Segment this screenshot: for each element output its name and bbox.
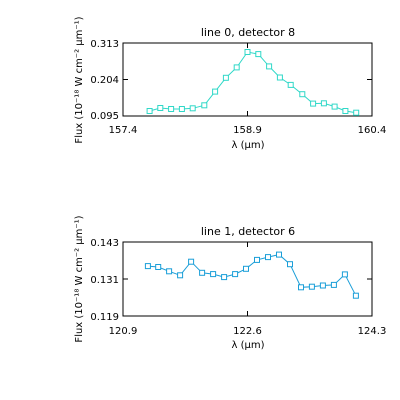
y-tick-label-1-0: 0.119 xyxy=(90,312,119,323)
y-axis-label-1: Flux (10⁻¹⁸ W cm⁻² μm⁻¹) xyxy=(74,215,85,342)
data-point-0-0 xyxy=(146,108,153,114)
series-group-0 xyxy=(146,49,360,116)
data-point-1-11 xyxy=(265,254,271,261)
data-point-0-8 xyxy=(233,64,240,71)
data-point-0-4 xyxy=(189,105,196,112)
data-point-1-10 xyxy=(254,256,260,263)
data-point-1-6 xyxy=(210,271,217,278)
data-point-0-13 xyxy=(287,81,294,88)
x-tick-label-1-0: 120.9 xyxy=(109,326,138,337)
x-tick-label-0-1: 158.9 xyxy=(233,125,262,136)
data-point-1-9 xyxy=(243,265,249,272)
data-point-0-5 xyxy=(201,102,208,109)
data-point-0-7 xyxy=(222,74,229,81)
data-point-0-16 xyxy=(320,100,327,107)
chart-title-0: line 0, detector 8 xyxy=(201,26,295,39)
chart-panel-0: line 0, detector 8 157.4 158.9 160.4 0.0… xyxy=(74,16,386,151)
data-point-0-11 xyxy=(266,63,273,70)
y-tick-label-0-0: 0.095 xyxy=(90,111,119,122)
x-tick-label-1-1: 122.6 xyxy=(233,326,262,337)
data-point-0-2 xyxy=(168,106,175,112)
data-point-1-19 xyxy=(352,292,359,299)
x-tick-label-0-0: 157.4 xyxy=(109,125,138,136)
series-group-1 xyxy=(144,251,359,299)
data-point-0-6 xyxy=(212,88,219,95)
data-point-1-8 xyxy=(232,271,239,278)
x-axis-label-1: λ (μm) xyxy=(231,340,264,351)
data-point-0-3 xyxy=(178,106,185,112)
x-axis-label-0: λ (μm) xyxy=(231,140,264,151)
data-point-0-9 xyxy=(244,49,251,55)
data-point-1-2 xyxy=(166,268,173,275)
chart-panel-1: line 1, detector 6 120.9 122.6 124.3 0.1… xyxy=(74,215,386,351)
data-point-0-19 xyxy=(353,109,360,116)
data-point-1-14 xyxy=(298,284,304,291)
x-tick-label-0-2: 160.4 xyxy=(358,125,387,136)
y-tick-label-1-2: 0.143 xyxy=(90,238,119,249)
data-point-0-15 xyxy=(310,100,317,107)
data-point-1-3 xyxy=(177,272,184,279)
data-point-1-7 xyxy=(221,274,228,281)
data-point-1-4 xyxy=(188,258,195,265)
data-point-0-1 xyxy=(157,105,164,111)
data-point-1-1 xyxy=(155,264,162,270)
y-tick-label-0-1: 0.204 xyxy=(90,75,119,86)
y-tick-label-0-2: 0.313 xyxy=(90,39,119,50)
data-point-0-17 xyxy=(331,103,338,110)
data-point-1-13 xyxy=(287,261,293,268)
data-point-1-0 xyxy=(144,263,151,270)
x-tick-label-1-2: 124.3 xyxy=(358,326,387,337)
y-axis-label-0: Flux (10⁻¹⁸ W cm⁻² μm⁻¹) xyxy=(74,16,85,143)
data-point-0-10 xyxy=(255,51,262,58)
data-point-1-16 xyxy=(319,282,326,289)
data-point-0-14 xyxy=(299,91,306,98)
data-point-0-12 xyxy=(276,74,283,81)
data-point-1-18 xyxy=(341,271,348,278)
data-point-1-15 xyxy=(308,283,315,290)
chart-title-1: line 1, detector 6 xyxy=(201,225,295,238)
data-point-0-18 xyxy=(342,108,349,114)
data-point-1-12 xyxy=(276,251,282,258)
data-point-1-5 xyxy=(199,269,206,276)
y-tick-label-1-1: 0.131 xyxy=(90,275,119,286)
data-point-1-17 xyxy=(330,281,337,288)
